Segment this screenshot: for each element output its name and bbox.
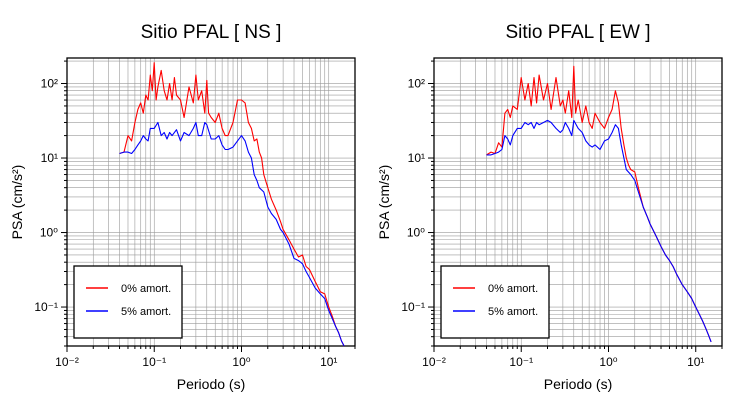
x-tick-label: 10¹ [687,355,704,369]
x-axis-label: Periodo (s) [177,376,245,392]
y-tick-label: 10⁻¹ [34,300,58,314]
ticks [428,60,723,352]
x-tick-label: 10⁰ [599,355,617,369]
legend-box [73,265,183,339]
series-line-blue [486,119,712,343]
plot-frame [66,57,356,347]
y-tick-label: 10⁰ [407,226,425,240]
y-axis-label: PSA (cm/s²) [9,165,25,240]
chart-panel-1: 10⁻² 10⁻¹ 10⁰ 10¹ 10⁻¹ 10⁰ 10¹ 10² Sitio PFAL [ … [9,22,356,392]
y-tick-label: 10⁻¹ [401,300,425,314]
ticks [61,60,356,352]
x-tick-label: 10⁻¹ [142,355,166,369]
chart-title: Sitio PFAL [ NS ] [141,22,282,43]
x-axis-label: Periodo (s) [544,376,612,392]
legend: 0% amort. 5% amort. [73,265,183,339]
series-line-red [119,62,345,347]
legend-box [440,265,550,339]
plot-frame [433,57,723,347]
chart-panel-2: 10⁻² 10⁻¹ 10⁰ 10¹ 10⁻¹ 10⁰ 10¹ 10² Sitio PFAL [ … [376,22,723,392]
legend-label: 5% amort. [488,306,538,318]
legend-label: 0% amort. [488,283,538,295]
y-tick-label: 10¹ [41,151,58,165]
x-tick-label: 10¹ [320,355,337,369]
legend-label: 0% amort. [121,283,171,295]
x-tick-label: 10⁰ [232,355,250,369]
x-tick-label: 10⁻¹ [509,355,533,369]
chart-title: Sitio PFAL [ EW ] [505,22,650,43]
x-tick-label: 10⁻² [55,355,79,369]
legend: 0% amort. 5% amort. [440,265,550,339]
grid [66,58,356,347]
y-tick-label: 10² [41,77,58,91]
y-tick-label: 10² [408,77,425,91]
x-tick-label: 10⁻² [422,355,446,369]
legend-label: 5% amort. [121,306,171,318]
series-line-blue [119,121,345,347]
y-tick-label: 10⁰ [40,226,58,240]
y-axis-label: PSA (cm/s²) [376,165,392,240]
y-tick-label: 10¹ [408,151,425,165]
